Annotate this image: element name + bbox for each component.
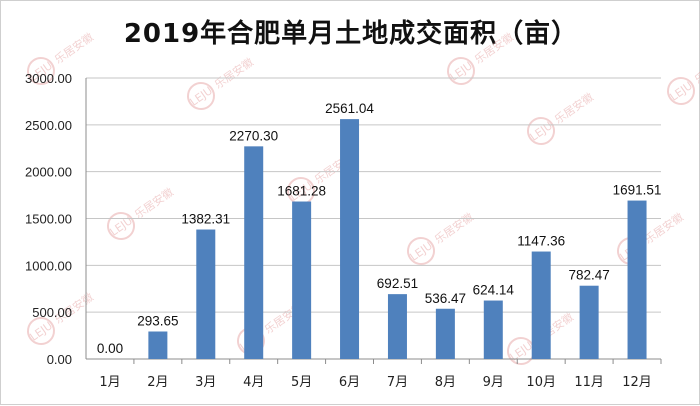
x-tick-label: 8月 [435,375,456,390]
chart-title: 2019年合肥单月土地成交面积（亩） [123,19,579,49]
data-label: 2270.30 [229,128,278,143]
x-tick-label: 9月 [483,375,504,390]
svg-text:乐居安徽: 乐居安徽 [432,210,476,247]
y-tick-label: 3000.00 [25,71,72,86]
bar [148,331,168,359]
svg-text:乐居安徽: 乐居安徽 [132,185,176,222]
x-tick-label: 1月 [99,375,120,390]
x-tick-label: 4月 [243,375,264,390]
x-tick-label: 2月 [147,375,168,390]
bar [483,300,503,359]
x-tick-label: 11月 [574,375,604,390]
bar [387,294,407,359]
x-tick-label: 3月 [195,375,216,390]
x-tick-label: 5月 [291,375,312,390]
svg-text:乐居安徽: 乐居安徽 [52,30,96,67]
bar [244,146,264,359]
x-tick-label: 7月 [387,375,408,390]
svg-text:乐居安徽: 乐居安徽 [642,210,686,247]
bar [627,200,647,359]
x-tick-label: 10月 [526,375,556,390]
data-label: 0.00 [97,341,123,356]
bar [340,119,360,359]
y-tick-label: 2000.00 [25,165,72,180]
y-tick-label: 1500.00 [25,212,72,227]
y-tick-label: 1000.00 [25,258,72,273]
y-tick-label: 0.00 [47,352,72,367]
data-label: 536.47 [425,291,466,306]
data-label: 293.65 [137,313,178,328]
data-label: 782.47 [568,268,609,283]
data-label: 692.51 [377,276,418,291]
svg-text:乐居安徽: 乐居安徽 [212,55,256,92]
data-label: 1681.28 [277,184,326,199]
x-tick-label: 6月 [339,375,360,390]
svg-text:乐居安徽: 乐居安徽 [692,50,700,87]
bar [292,201,312,359]
y-tick-label: 500.00 [32,305,72,320]
bar [531,251,551,359]
bar [579,285,599,359]
data-label: 2561.04 [325,101,374,116]
svg-text:乐居安徽: 乐居安徽 [552,90,596,127]
data-label: 624.14 [473,283,515,298]
svg-text:乐居安徽: 乐居安徽 [472,30,516,67]
data-label: 1382.31 [181,212,230,227]
data-label: 1691.51 [613,183,662,198]
y-tick-label: 2500.00 [25,118,72,133]
x-tick-label: 12月 [622,375,652,390]
bar [435,308,455,359]
bar [196,229,216,359]
data-label: 1147.36 [517,234,565,249]
